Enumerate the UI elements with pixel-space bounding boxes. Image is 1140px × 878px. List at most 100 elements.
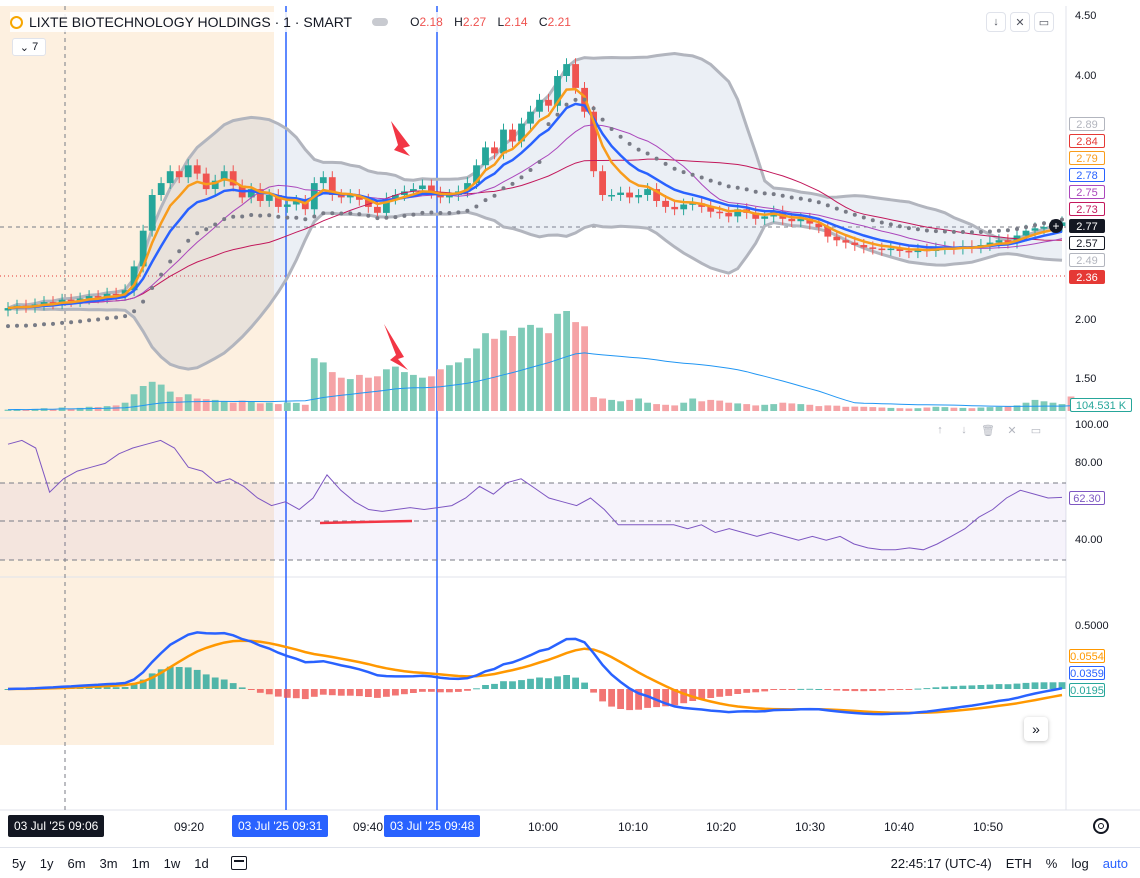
range-6m[interactable]: 6m — [67, 855, 86, 871]
sar-dot — [231, 214, 236, 219]
collapse-pane-icon[interactable]: ✕ — [1010, 12, 1030, 32]
macd-histogram-bar — [806, 688, 814, 690]
visibility-eye-icon[interactable] — [372, 18, 389, 26]
macd-histogram-bar — [644, 689, 651, 708]
session-toggle[interactable]: ETH — [1005, 855, 1032, 871]
volume-bar — [887, 407, 895, 411]
candle-body — [283, 204, 291, 207]
settings-gear-icon[interactable] — [1093, 818, 1109, 834]
macd-signal-line — [7, 639, 1063, 715]
macd-histogram-bar — [653, 689, 660, 708]
percent-toggle[interactable]: % — [1045, 855, 1058, 871]
macd-histogram-bar — [617, 689, 624, 709]
auto-toggle[interactable]: auto — [1102, 855, 1128, 871]
candle — [833, 230, 841, 247]
candle-body — [590, 111, 597, 172]
candle-body — [139, 230, 147, 267]
maximize-pane-icon[interactable]: ▭ — [1026, 420, 1046, 440]
volume-bar — [977, 407, 985, 411]
range-3m[interactable]: 3m — [99, 855, 118, 871]
volume-bar — [256, 403, 264, 411]
symbol-title[interactable]: LIXTE BIOTECHNOLOGY HOLDINGS · 1 · SMART — [29, 14, 353, 30]
volume-bar — [301, 404, 309, 412]
sar-dot — [978, 230, 983, 234]
candle — [527, 105, 534, 130]
maximize-pane-icon[interactable]: ▭ — [1034, 12, 1054, 32]
candle — [148, 189, 156, 237]
candle — [473, 159, 480, 189]
candle-body — [40, 302, 48, 305]
macd-histogram-bar — [193, 669, 201, 689]
candle-body — [4, 308, 12, 311]
macd-histogram-bar — [833, 689, 841, 691]
sar-dot — [384, 215, 389, 220]
move-down-icon[interactable]: ↓ — [986, 12, 1006, 32]
macd-histogram-bar — [599, 689, 606, 702]
add-alert-icon[interactable]: + — [1049, 219, 1063, 233]
sar-dot — [933, 229, 938, 234]
arrow-annotation-volume — [384, 324, 408, 370]
candle — [211, 174, 219, 195]
volume-bar — [482, 333, 489, 411]
candle — [689, 197, 697, 211]
macd-histogram-bar — [779, 689, 787, 690]
volume-bar — [130, 394, 138, 411]
macd-histogram-bar — [563, 675, 570, 689]
crosshair-time-label: 03 Jul '25 09:06 — [8, 815, 105, 837]
delete-pane-icon[interactable]: 🗑 — [978, 420, 998, 440]
macd-histogram-bar — [112, 687, 120, 689]
indicators-toggle-button[interactable]: ⌄ 7 — [12, 38, 46, 56]
sar-dot — [123, 314, 128, 319]
calendar-goto-icon[interactable] — [230, 856, 247, 870]
macd-histogram-bar — [986, 684, 994, 689]
range-1w[interactable]: 1w — [163, 855, 181, 871]
range-1y[interactable]: 1y — [39, 855, 54, 871]
move-down-icon[interactable]: ↓ — [954, 420, 974, 440]
log-toggle[interactable]: log — [1071, 855, 1089, 871]
candle-body — [878, 248, 886, 251]
sar-dot — [600, 117, 605, 122]
rsi-tick: 80.00 — [1075, 457, 1103, 469]
range-1m[interactable]: 1m — [131, 855, 150, 871]
macd-histogram-bar — [247, 689, 255, 690]
macd-histogram-bar — [968, 685, 976, 689]
sar-dot — [258, 213, 263, 218]
candle-body — [103, 293, 111, 298]
macd-histogram-bar — [689, 689, 697, 701]
candle — [824, 221, 832, 243]
volume-bar — [617, 401, 624, 411]
macd-histogram-bar — [923, 688, 931, 690]
range-5y[interactable]: 5y — [12, 855, 26, 871]
sar-dot — [879, 220, 884, 225]
collapse-pane-icon[interactable]: ✕ — [1002, 420, 1022, 440]
macd-histogram-bar — [274, 689, 282, 697]
clock-timezone[interactable]: 22:45:17 (UTC-4) — [890, 855, 992, 871]
macd-histogram-bar — [914, 688, 922, 690]
scroll-to-realtime-icon[interactable]: » — [1024, 717, 1048, 741]
move-up-icon[interactable]: ↑ — [930, 420, 950, 440]
macd-histogram-bar — [572, 677, 579, 689]
candle-body — [301, 200, 309, 210]
candle-body — [175, 171, 183, 178]
last-price-label: 2.36 — [1069, 270, 1105, 284]
volume-bar — [94, 407, 102, 411]
candle — [392, 189, 399, 205]
sar-dot — [888, 222, 893, 227]
volume-bar — [175, 397, 183, 411]
macd-histogram-bar — [202, 674, 210, 689]
candle-body — [653, 189, 660, 201]
macd-histogram-bar — [743, 689, 751, 693]
range-1d[interactable]: 1d — [194, 855, 209, 871]
volume-bar — [319, 362, 327, 411]
volume-bar — [545, 333, 552, 411]
candle — [256, 183, 264, 207]
ema-fast-line — [7, 87, 1063, 310]
volume-bar — [22, 409, 30, 411]
candle-body — [905, 250, 913, 253]
rsi-tick: 40.00 — [1075, 534, 1103, 546]
sar-dot — [438, 211, 443, 215]
macd-histogram-bar — [536, 677, 543, 689]
sar-dot — [24, 323, 28, 328]
sar-dot — [726, 184, 731, 189]
